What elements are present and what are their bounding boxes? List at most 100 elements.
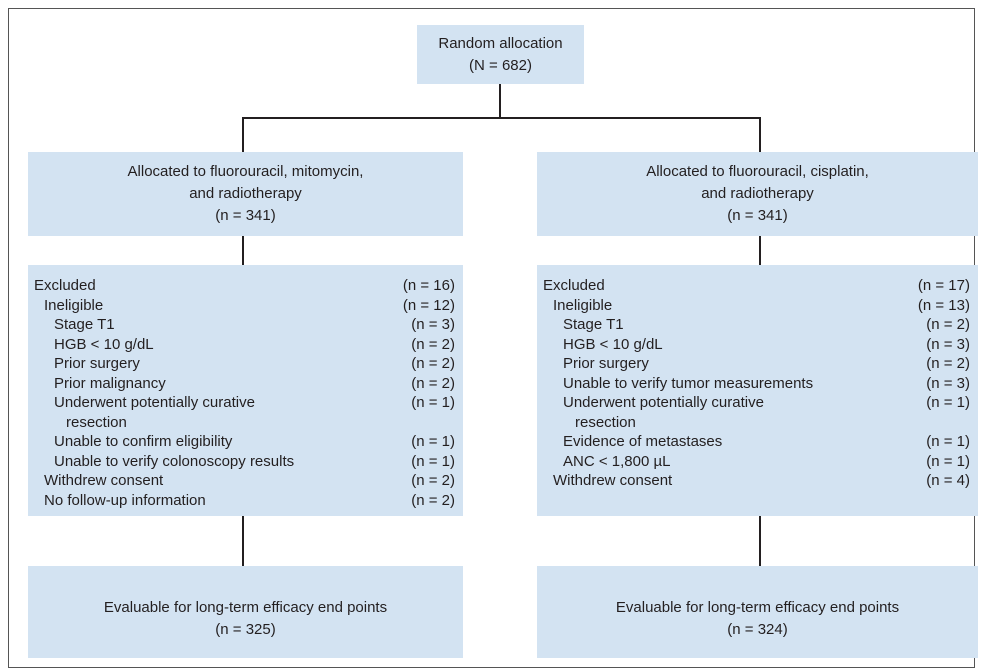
box-text: Allocated to fluorouracil, cisplatin,	[646, 163, 869, 180]
exclusion-count: (n = 12)	[402, 296, 455, 314]
exclusion-label: Underwent potentially curative resection	[34, 393, 255, 432]
exclusion-count: (n = 3)	[926, 335, 970, 353]
exclusion-label: Unable to verify colonoscopy results	[34, 452, 294, 472]
exclusion-count: (n = 1)	[926, 452, 970, 470]
exclusion-row: Prior malignancy (n = 2)	[34, 374, 455, 394]
exclusion-row: Unable to verify colonoscopy results (n =…	[34, 452, 455, 472]
exclusion-label: Ineligible	[34, 296, 103, 316]
exclusion-row: Underwent potentially curative resection (…	[543, 393, 970, 432]
exclusion-row: Unable to confirm eligibility (n = 1)	[34, 432, 455, 452]
box-text: (n = 341)	[727, 207, 788, 224]
exclusion-count: (n = 3)	[926, 374, 970, 392]
connector	[759, 236, 761, 265]
box-text: (n = 341)	[215, 207, 276, 224]
connector	[759, 117, 761, 152]
exclusion-row: Withdrew consent (n = 2)	[34, 471, 455, 491]
box-text: (n = 324)	[727, 621, 788, 638]
exclusion-row: Unable to verify tumor measurements (n = …	[543, 374, 970, 394]
exclusion-label: Unable to confirm eligibility	[34, 432, 232, 452]
allocation-box: Allocated to fluorouracil, mitomycin, and…	[28, 152, 463, 236]
box-text: Allocated to fluorouracil, mitomycin,	[127, 163, 364, 180]
exclusion-count: (n = 1)	[411, 452, 455, 470]
label-line: Excluded	[543, 277, 605, 294]
exclusion-count: (n = 16)	[402, 277, 455, 294]
exclusion-count: (n = 2)	[411, 491, 455, 509]
label-line: Withdrew consent	[44, 472, 164, 489]
exclusion-row: Evidence of metastases (n = 1)	[543, 432, 970, 452]
exclusion-row: ANC < 1,800 µL (n = 1)	[543, 452, 970, 472]
exclusion-box: Excluded (n = 17) Ineligible (n = 13) Stage …	[537, 265, 978, 516]
exclusion-label: Prior surgery	[543, 354, 649, 374]
evaluable-box: Evaluable for long-term efficacy end poi…	[537, 566, 978, 658]
exclusion-row: Stage T1 (n = 3)	[34, 315, 455, 335]
exclusion-label: Underwent potentially curative resection	[543, 393, 764, 432]
exclusion-count: (n = 13)	[917, 296, 970, 314]
label-line: Underwent potentially curative	[54, 394, 255, 411]
exclusion-count: (n = 4)	[926, 472, 970, 489]
label-line: Prior malignancy	[54, 374, 166, 392]
box-text: Random allocation	[438, 34, 563, 52]
exclusion-label: No follow-up information	[34, 491, 206, 511]
exclusion-label: Prior surgery	[34, 354, 140, 374]
exclusion-label: Excluded	[34, 276, 96, 296]
label-line: HGB < 10 g/dL	[54, 335, 154, 353]
exclusion-row: No follow-up information (n = 2)	[34, 491, 455, 511]
label-line: Unable to verify colonoscopy results	[54, 452, 295, 470]
exclusion-count: (n = 1)	[926, 433, 970, 450]
connector	[759, 516, 761, 566]
label-line: No follow-up information	[44, 491, 206, 509]
box-text: (n = 325)	[215, 621, 276, 638]
exclusion-row: Excluded (n = 16)	[34, 276, 455, 296]
box-text: and radiotherapy	[189, 185, 302, 202]
exclusion-count: (n = 1)	[411, 433, 455, 450]
evaluable-box: Evaluable for long-term efficacy end poi…	[28, 566, 463, 658]
label-line: Prior surgery	[54, 355, 140, 372]
exclusion-row: HGB < 10 g/dL (n = 2)	[34, 335, 455, 355]
exclusion-count: (n = 2)	[411, 355, 455, 372]
label-line: Stage T1	[563, 316, 624, 333]
exclusion-count: (n = 17)	[917, 277, 970, 294]
exclusion-label: HGB < 10 g/dL	[543, 335, 663, 355]
connector	[242, 516, 244, 566]
label-line: Unable to confirm eligibility	[54, 433, 233, 450]
connector	[242, 236, 244, 265]
label-line: Evidence of metastases	[563, 433, 723, 450]
exclusion-count: (n = 2)	[926, 355, 970, 372]
exclusion-label: Evidence of metastases	[543, 432, 722, 452]
connector	[242, 117, 761, 119]
exclusion-label: Stage T1	[543, 315, 624, 335]
connector	[499, 84, 501, 119]
exclusion-row: Stage T1 (n = 2)	[543, 315, 970, 335]
exclusion-row: Prior surgery (n = 2)	[34, 354, 455, 374]
exclusion-row: Excluded (n = 17)	[543, 276, 970, 296]
exclusion-row: Withdrew consent (n = 4)	[543, 471, 970, 491]
exclusion-row: Prior surgery (n = 2)	[543, 354, 970, 374]
exclusion-count: (n = 2)	[411, 374, 455, 392]
label-line: Underwent potentially curative	[563, 394, 764, 411]
box-text: Evaluable for long-term efficacy end poi…	[615, 599, 900, 616]
exclusion-count: (n = 2)	[411, 335, 455, 353]
exclusion-label: ANC < 1,800 µL	[543, 452, 670, 472]
box-text: Evaluable for long-term efficacy end poi…	[103, 599, 388, 616]
label-line: resection	[66, 413, 127, 431]
exclusion-label: Withdrew consent	[34, 471, 163, 491]
connector	[242, 117, 244, 152]
label-line: HGB < 10 g/dL	[563, 335, 663, 353]
random-allocation-box: Random allocation (N = 682)	[417, 25, 584, 84]
exclusion-row: Ineligible (n = 12)	[34, 296, 455, 316]
label-line: Stage T1	[54, 316, 115, 333]
label-line: Prior surgery	[563, 355, 649, 372]
exclusion-label: HGB < 10 g/dL	[34, 335, 154, 355]
exclusion-count: (n = 1)	[411, 394, 455, 411]
exclusion-box: Excluded (n = 16) Ineligible (n = 12) Stage …	[28, 265, 463, 516]
label-line: ANC < 1,800 µL	[563, 452, 671, 470]
exclusion-row: Ineligible (n = 13)	[543, 296, 970, 316]
exclusion-count: (n = 3)	[411, 316, 455, 333]
exclusion-label: Ineligible	[543, 296, 612, 316]
allocation-box: Allocated to fluorouracil, cisplatin, and…	[537, 152, 978, 236]
exclusion-count: (n = 2)	[411, 472, 455, 489]
exclusion-count: (n = 2)	[926, 316, 970, 333]
exclusion-row: HGB < 10 g/dL (n = 3)	[543, 335, 970, 355]
box-text: and radiotherapy	[701, 185, 814, 202]
